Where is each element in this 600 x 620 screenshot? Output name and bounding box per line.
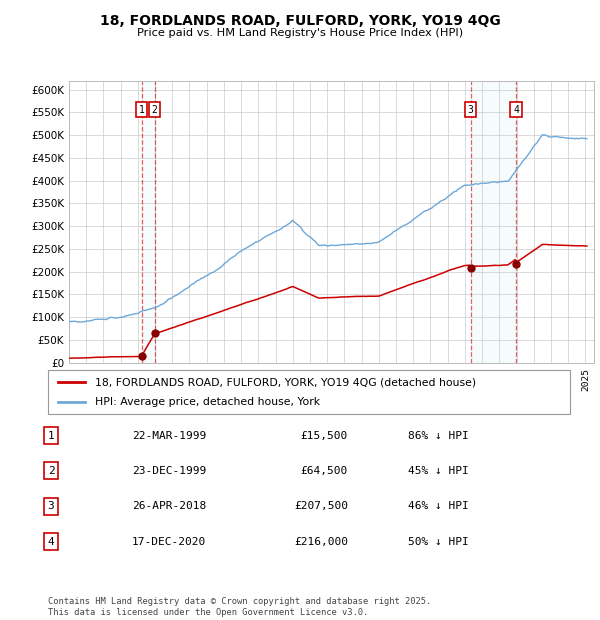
Bar: [470, 81, 516, 363]
Text: HPI: Average price, detached house, York: HPI: Average price, detached house, York: [95, 397, 320, 407]
Text: Price paid vs. HM Land Registry's House Price Index (HPI): Price paid vs. HM Land Registry's House …: [137, 28, 463, 38]
Text: £216,000: £216,000: [294, 536, 348, 547]
Text: 4: 4: [47, 536, 55, 547]
Text: 1: 1: [47, 430, 55, 441]
Text: £207,500: £207,500: [294, 501, 348, 512]
Text: 2: 2: [152, 105, 158, 115]
Text: 4: 4: [513, 105, 519, 115]
Text: 18, FORDLANDS ROAD, FULFORD, YORK, YO19 4QG: 18, FORDLANDS ROAD, FULFORD, YORK, YO19 …: [100, 14, 500, 28]
Bar: [142, 81, 155, 363]
Text: £64,500: £64,500: [301, 466, 348, 476]
Text: £15,500: £15,500: [301, 430, 348, 441]
Text: 3: 3: [467, 105, 473, 115]
Text: 22-MAR-1999: 22-MAR-1999: [132, 430, 206, 441]
Text: 45% ↓ HPI: 45% ↓ HPI: [408, 466, 469, 476]
Text: 3: 3: [47, 501, 55, 512]
Text: 23-DEC-1999: 23-DEC-1999: [132, 466, 206, 476]
Text: Contains HM Land Registry data © Crown copyright and database right 2025.
This d: Contains HM Land Registry data © Crown c…: [48, 598, 431, 617]
Text: 18, FORDLANDS ROAD, FULFORD, YORK, YO19 4QG (detached house): 18, FORDLANDS ROAD, FULFORD, YORK, YO19 …: [95, 377, 476, 387]
Text: 86% ↓ HPI: 86% ↓ HPI: [408, 430, 469, 441]
FancyBboxPatch shape: [48, 370, 570, 414]
Text: 26-APR-2018: 26-APR-2018: [132, 501, 206, 512]
Text: 46% ↓ HPI: 46% ↓ HPI: [408, 501, 469, 512]
Text: 50% ↓ HPI: 50% ↓ HPI: [408, 536, 469, 547]
Text: 1: 1: [139, 105, 145, 115]
Text: 17-DEC-2020: 17-DEC-2020: [132, 536, 206, 547]
Text: 2: 2: [47, 466, 55, 476]
